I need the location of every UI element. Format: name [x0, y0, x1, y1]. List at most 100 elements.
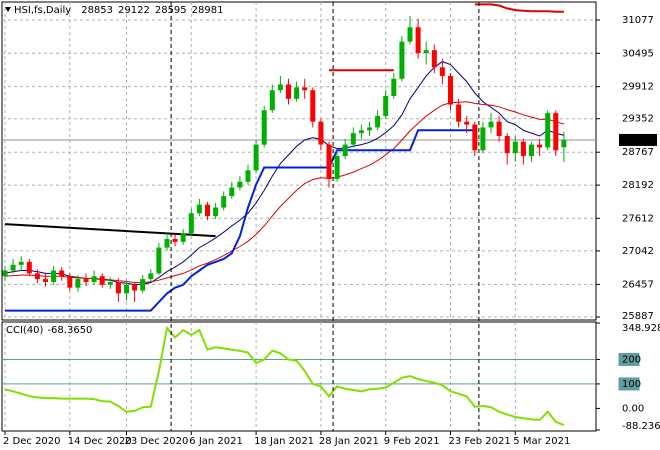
x-tick-label: 18 Jan 2021 [254, 436, 314, 447]
candle-body [205, 204, 210, 217]
candle-body [294, 87, 300, 99]
trendline [4, 223, 216, 238]
candle-body [164, 239, 170, 248]
candle-body [253, 144, 259, 171]
candle-body [334, 156, 340, 179]
candle-body [34, 273, 40, 280]
y-tick-label: 0.00 [622, 403, 644, 414]
candle-body [512, 141, 518, 154]
candle-body [10, 264, 16, 271]
candle-body [431, 50, 437, 68]
y-tick-label: 31077 [622, 15, 654, 26]
candle-body [350, 133, 356, 145]
candle-body [561, 139, 567, 148]
x-tick-label: 23 Feb 2021 [449, 436, 511, 447]
cci-panel [1, 321, 597, 432]
candle-body [91, 276, 97, 282]
y-tick-label: -88.2362 [622, 421, 660, 432]
indicator-line [5, 129, 475, 312]
candle-body [277, 84, 283, 91]
candle-body [148, 273, 154, 280]
candle-body [480, 127, 486, 151]
candle-body [107, 281, 113, 285]
candle-body [172, 239, 178, 242]
candle-body [59, 270, 65, 277]
candle-body [391, 78, 397, 96]
candle-body [448, 75, 453, 105]
candle-body [67, 276, 73, 288]
x-tick-label: 2 Dec 2020 [3, 436, 61, 447]
y-tick-label: 29352 [622, 114, 654, 125]
candle-body [99, 276, 105, 285]
y-tick-label: 26457 [622, 279, 654, 290]
candle-body [407, 27, 413, 42]
candle-body [504, 136, 510, 154]
x-tick-label: 28 Jan 2021 [319, 436, 379, 447]
y-tick-label: 200 [622, 354, 641, 365]
candle-body [261, 110, 267, 145]
level-label-box [618, 377, 640, 391]
candle-body [439, 67, 445, 76]
candle-body [237, 181, 243, 188]
x-tick-label: 9 Feb 2021 [384, 436, 440, 447]
candle-body [488, 121, 494, 128]
y-tick-label: 30495 [622, 48, 654, 59]
y-tick-label: 25887 [622, 311, 654, 322]
axes: 31077 30495 29912 29352 28767 28192 27612 27042… [3, 2, 660, 447]
candle-body [302, 87, 308, 91]
indicator-line [329, 3, 564, 72]
cci-last: -68.3650 [47, 325, 92, 336]
candle-body [529, 144, 534, 157]
menu-triangle [5, 7, 11, 12]
candle-body [342, 144, 348, 157]
candle-body [286, 84, 291, 99]
candle-body [358, 130, 364, 134]
x-tick-label: 6 Jan 2021 [189, 436, 243, 447]
candle-body [269, 90, 275, 111]
candle-body [156, 247, 162, 274]
indicator-line [4, 101, 565, 283]
candle-body [399, 41, 405, 79]
candle-body [496, 121, 502, 137]
y-tick-label: 27042 [622, 246, 654, 257]
cci-line [4, 325, 565, 427]
candle-body [213, 207, 219, 217]
ohlc-low: 28595 [155, 5, 187, 16]
ohlc-high: 29122 [118, 5, 150, 16]
candle-body [188, 213, 194, 234]
candle-body [124, 284, 129, 294]
y-tick-label: 348.9287 [622, 323, 660, 334]
current-price-label: 28981 [622, 135, 654, 146]
candle-body [2, 270, 8, 277]
candle-body [26, 261, 32, 274]
candle-body [51, 270, 57, 282]
y-tick-label: 27612 [622, 213, 654, 224]
y-tick-label: 29912 [622, 82, 654, 93]
candle-body [537, 144, 543, 148]
candle-body [553, 113, 559, 151]
candle-body [75, 279, 81, 288]
candle-body [245, 170, 251, 182]
candle-body [180, 233, 186, 242]
candle-body [520, 141, 526, 157]
cci-header: CCI(40) -68.3650 [6, 325, 92, 336]
ohlc-open: 28853 [81, 5, 113, 16]
symbol-title: HSI,fs,Daily [14, 5, 71, 16]
candle-body [115, 281, 121, 294]
candle-body [545, 113, 551, 148]
level-label-box [618, 352, 640, 366]
current-price-box [619, 133, 657, 146]
candle-body [375, 115, 381, 128]
candle-body [140, 279, 146, 291]
candle-body [18, 261, 24, 265]
candle-body [43, 279, 48, 282]
candle-body [383, 95, 389, 116]
y-tick-label: 28192 [622, 180, 654, 191]
main-header: HSI,fs,Daily 28853 29122 28595 28981 [14, 5, 223, 16]
x-tick-label: 5 Mar 2021 [513, 436, 570, 447]
main-plot [2, 2, 596, 320]
y-tick-label: 28767 [622, 147, 654, 158]
x-tick-label: 23 Dec 2020 [125, 436, 189, 447]
candle-body [310, 90, 316, 122]
